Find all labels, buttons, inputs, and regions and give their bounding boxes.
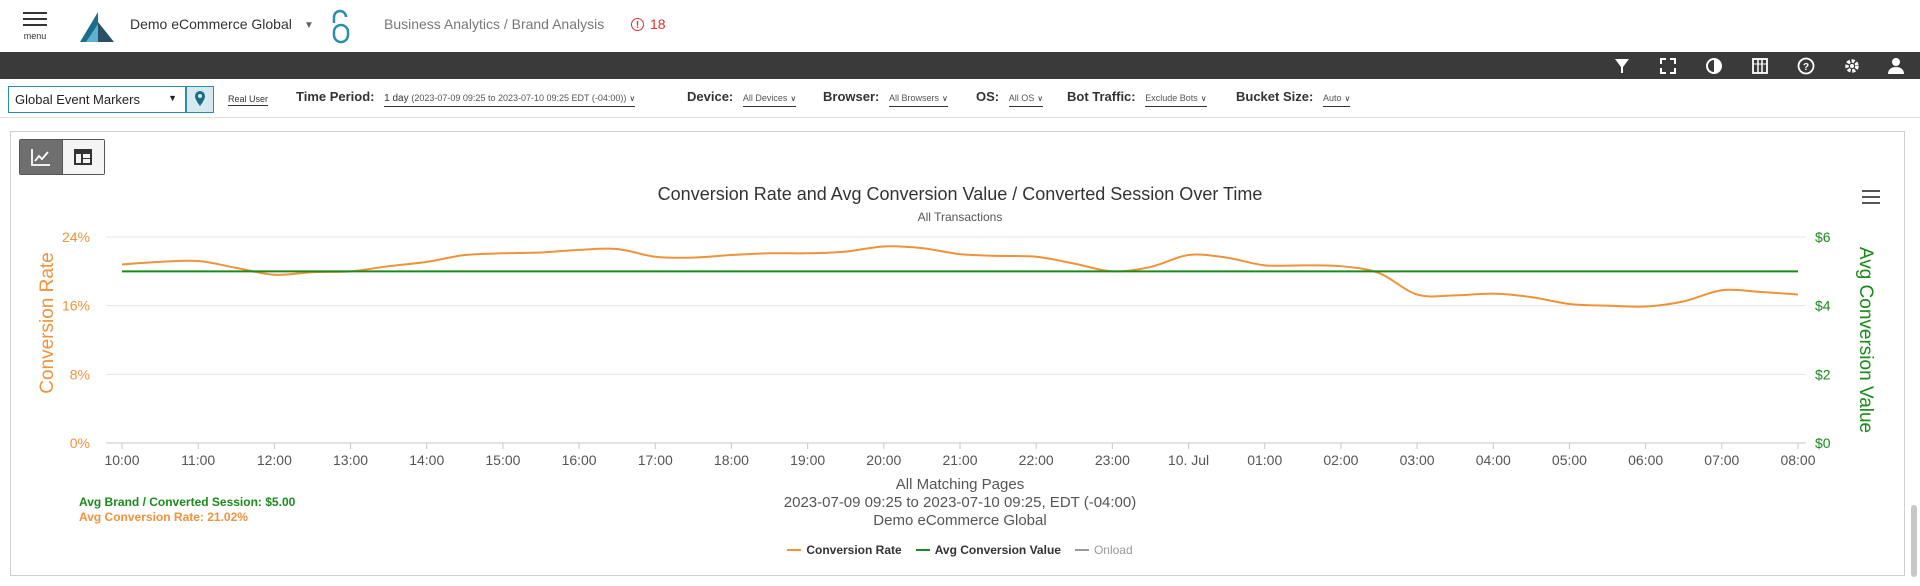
os-label: OS: [976,89,1000,104]
chevron-down-icon: ∨ [942,94,948,103]
alert-icon: ! [631,17,644,31]
chart-panel [10,131,1905,576]
legend-label: Avg Conversion Value [934,543,1061,557]
info-range: 2023-07-09 09:25 to 2023-07-10 09:25, ED… [783,494,1137,511]
table-icon [74,149,93,165]
browser-dropdown[interactable]: All Browsers ∨ [888,93,948,107]
browser-filter: Browser: All Browsers ∨ [823,89,948,107]
chart-subtitle: All Transactions [917,210,1003,224]
bot-traffic-value: Exclude Bots [1145,93,1198,103]
org-name[interactable]: Demo eCommerce Global [130,16,292,32]
chart-view-button[interactable] [20,140,62,174]
time-period-filter: Time Period: 1 day (2023-07-09 09:25 to … [296,89,636,107]
bucket-size-dropdown[interactable]: Auto ∨ [1322,93,1351,107]
device-filter: Device: All Devices ∨ [687,89,797,107]
legend-item-avg-conversion-value[interactable]: Avg Conversion Value [915,543,1061,557]
os-filter: OS: All OS ∨ [976,89,1044,107]
svg-text:?: ? [1803,62,1809,73]
menu-button[interactable]: menu [18,8,52,48]
chart-legend: Conversion Rate Avg Conversion Value Onl… [0,543,1920,557]
time-period-label: Time Period: [296,89,375,104]
legend-item-onload[interactable]: Onload [1074,543,1133,557]
top-header: menu Demo eCommerce Global ▼ Business An… [0,0,1920,52]
device-label: Device: [687,89,734,104]
bot-traffic-dropdown[interactable]: Exclude Bots ∨ [1145,93,1207,107]
help-icon[interactable]: ? [1796,56,1816,76]
info-pages: All Matching Pages [895,476,1025,493]
legend-item-conversion-rate[interactable]: Conversion Rate [787,543,902,557]
legend-swatch [1074,549,1089,551]
event-markers-value: Global Event Markers [15,92,140,107]
time-period-value: 1 day [384,93,409,104]
alert-badge[interactable]: ! 18 [631,16,666,32]
hamburger-icon [23,12,47,14]
map-pin-button[interactable] [186,86,214,113]
table-view-button[interactable] [61,140,104,174]
brand-logo-icon[interactable] [76,10,116,44]
legend-swatch [787,549,802,551]
contrast-icon[interactable] [1704,56,1724,76]
columns-icon[interactable] [1750,56,1770,76]
os-value: All OS [1008,93,1035,103]
avg-rate-summary: Avg Conversion Rate: 21.02% [79,510,248,524]
os-dropdown[interactable]: All OS ∨ [1008,93,1044,107]
bucket-size-value: Auto [1322,93,1342,103]
chart-title: Conversion Rate and Avg Conversion Value… [657,184,1263,204]
alert-count: 18 [650,16,666,32]
menu-label: menu [23,31,47,41]
unlock-icon[interactable] [328,9,354,45]
chevron-down-icon[interactable]: ▼ [304,20,314,31]
bot-traffic-filter: Bot Traffic: Exclude Bots ∨ [1067,89,1207,107]
chevron-down-icon: ▼ [168,93,177,103]
legend-label: Conversion Rate [806,543,902,557]
browser-label: Browser: [823,89,880,104]
line-chart-icon [30,149,50,166]
scrollbar-thumb[interactable] [1911,505,1917,577]
user-icon[interactable] [1886,56,1906,76]
toolbar: ? [0,52,1920,79]
event-markers-select[interactable]: Global Event Markers ▼ [8,86,186,113]
legend-label: Onload [1093,543,1133,557]
filter-bar: Global Event Markers ▼ Real User Time Pe… [0,79,1920,118]
real-user-toggle[interactable]: Real User [228,94,269,106]
fullscreen-icon[interactable] [1658,56,1678,76]
chevron-down-icon: ∨ [790,94,797,103]
bucket-size-label: Bucket Size: [1236,89,1314,104]
bucket-size-filter: Bucket Size: Auto ∨ [1236,89,1351,107]
info-org: Demo eCommerce Global [873,512,1047,529]
chevron-down-icon: ∨ [629,94,636,103]
browser-value: All Browsers [888,93,939,103]
time-period-dropdown[interactable]: 1 day (2023-07-09 09:25 to 2023-07-10 09… [384,93,636,107]
view-toggle [19,139,105,175]
avg-brand-summary: Avg Brand / Converted Session: $5.00 [79,495,296,509]
bot-traffic-label: Bot Traffic: [1067,89,1136,104]
filter-icon[interactable] [1612,56,1632,76]
chevron-down-icon: ∨ [1037,94,1044,103]
breadcrumb[interactable]: Business Analytics / Brand Analysis [384,16,605,32]
chevron-down-icon: ∨ [1200,94,1207,103]
map-pin-icon [195,91,205,106]
chart-menu-icon[interactable] [1862,190,1880,206]
settings-icon[interactable] [1842,56,1862,76]
time-period-range: (2023-07-09 09:25 to 2023-07-10 09:25 ED… [411,93,627,103]
chevron-down-icon: ∨ [1344,94,1351,103]
legend-swatch [915,549,930,551]
device-value: All Devices [742,93,788,103]
device-dropdown[interactable]: All Devices ∨ [742,93,797,107]
